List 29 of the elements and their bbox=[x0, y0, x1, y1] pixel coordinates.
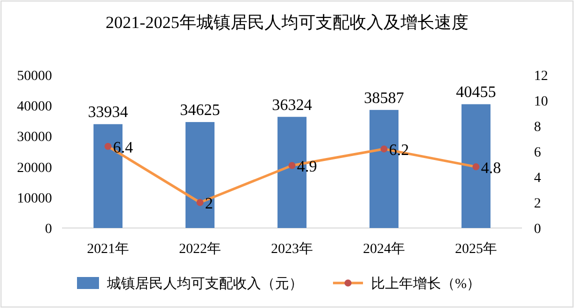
legend-label: 城镇居民人均可支配收入（元） bbox=[106, 276, 303, 292]
y-tick-label: 30000 bbox=[17, 130, 52, 146]
bar bbox=[186, 122, 214, 228]
y2-tick-label: 8 bbox=[534, 120, 541, 135]
y2-tick-label: 2 bbox=[534, 196, 541, 212]
data-label: 40455 bbox=[456, 84, 496, 102]
data-label: 6.2 bbox=[389, 142, 409, 159]
y2-tick-label: 10 bbox=[534, 94, 548, 110]
data-label: 34625 bbox=[180, 102, 220, 120]
y2-tick-label: 12 bbox=[534, 69, 548, 84]
data-label: 2 bbox=[205, 196, 213, 212]
x-tick-label: 2021年 bbox=[87, 241, 129, 257]
y-tick-label: 50000 bbox=[17, 69, 52, 84]
y-tick-label: 10000 bbox=[17, 191, 52, 206]
x-tick-label: 2024年 bbox=[363, 241, 405, 257]
chart-title: 2021-2025年城镇居民人均可支配收入及增长速度 bbox=[106, 13, 468, 32]
y-tick-label: 40000 bbox=[17, 100, 52, 115]
data-label: 38587 bbox=[364, 90, 404, 107]
y2-tick-label: 0 bbox=[534, 222, 541, 237]
x-tick-label: 2022年 bbox=[179, 241, 221, 257]
y2-tick-label: 4 bbox=[534, 171, 541, 186]
y-tick-label: 20000 bbox=[17, 160, 52, 176]
x-tick-label: 2025年 bbox=[455, 241, 497, 257]
data-label: 33934 bbox=[88, 104, 128, 122]
legend-label: 比上年增长（%） bbox=[371, 276, 481, 292]
x-tick-label: 2023年 bbox=[271, 241, 313, 257]
y-tick-label: 0 bbox=[45, 222, 52, 237]
y2-tick-label: 6 bbox=[534, 146, 541, 160]
data-label: 36324 bbox=[272, 96, 312, 114]
